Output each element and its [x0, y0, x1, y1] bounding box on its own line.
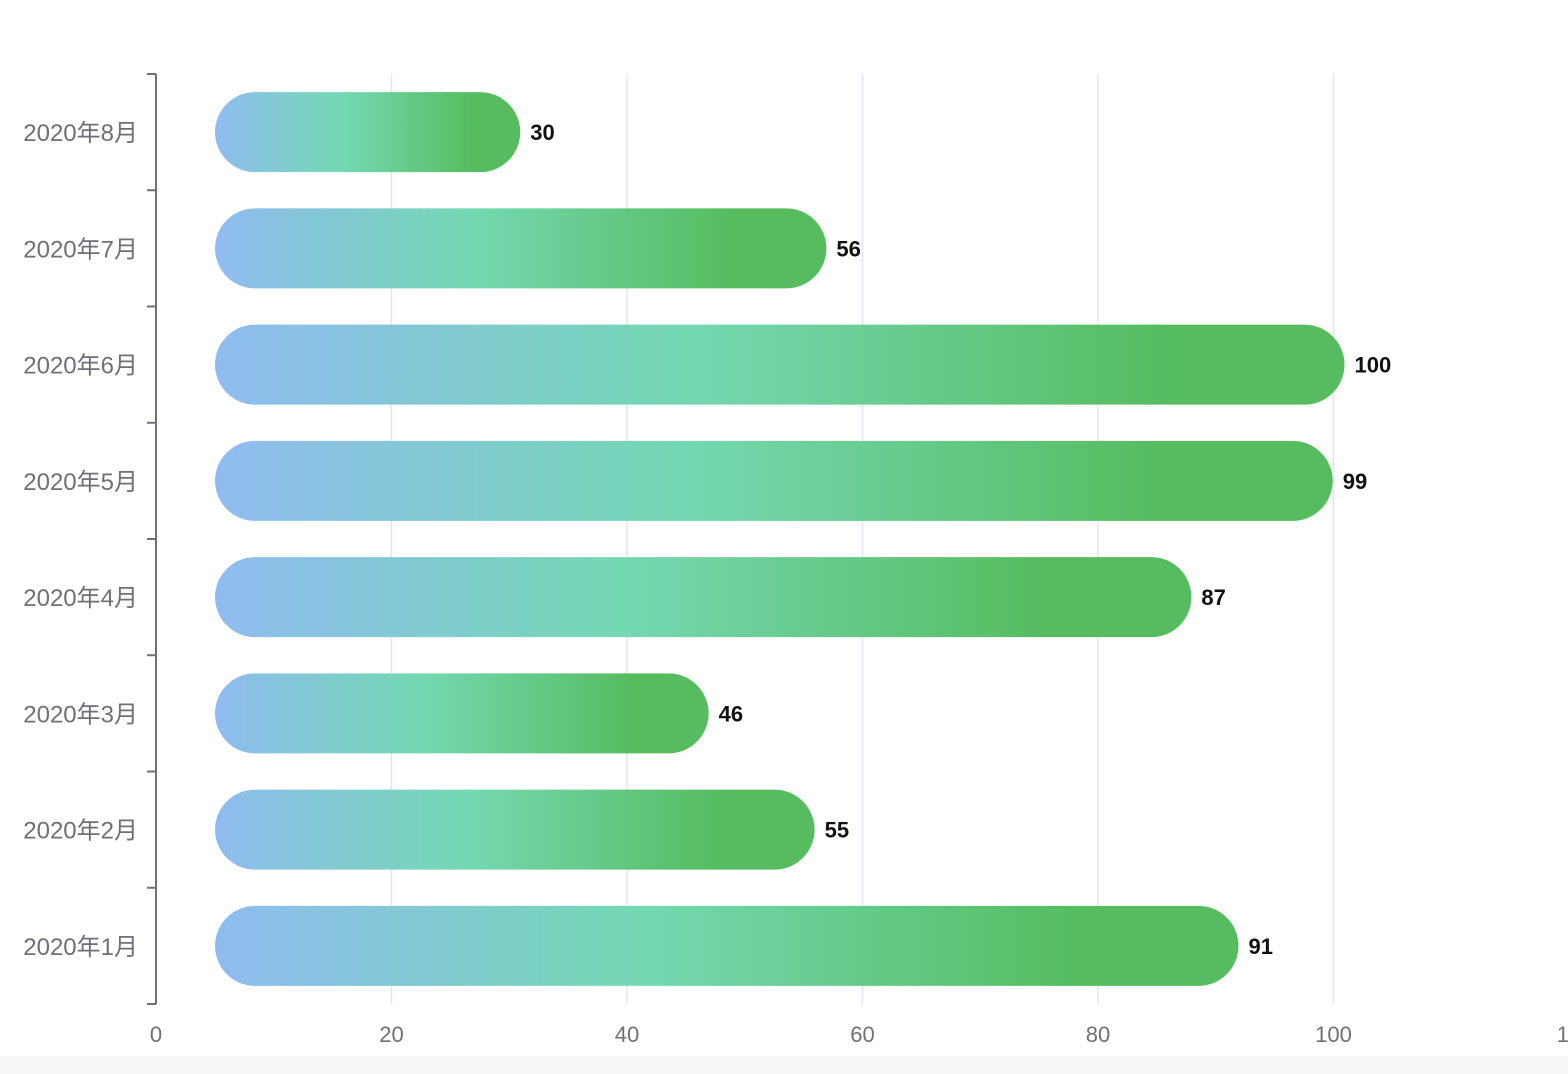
bar-value-label: 87 — [1201, 585, 1225, 610]
labels: 0 20 40 60 80 100 12 91 2020年1月 55 2020年2月 46 2020年3… — [23, 120, 1568, 1047]
x-tick-label: 60 — [850, 1022, 874, 1047]
y-category-label: 2020年6月 — [23, 353, 138, 380]
bar-value-label: 91 — [1249, 934, 1273, 959]
bar-value-label: 55 — [825, 818, 849, 843]
bar-value-label: 30 — [530, 120, 554, 145]
bar-value-label: 99 — [1343, 469, 1367, 494]
bar[interactable] — [215, 789, 815, 870]
bar[interactable] — [215, 905, 1239, 986]
bar-value-label: 46 — [719, 701, 743, 726]
bar[interactable] — [215, 208, 827, 289]
y-category-label: 2020年1月 — [23, 934, 138, 961]
y-category-label: 2020年2月 — [23, 818, 138, 845]
x-tick-label: 0 — [150, 1022, 162, 1047]
bar-value-label: 100 — [1355, 353, 1392, 378]
y-category-label: 2020年7月 — [23, 236, 138, 263]
bars — [215, 92, 1345, 986]
bar[interactable] — [215, 324, 1345, 405]
y-category-label: 2020年4月 — [23, 585, 138, 612]
bar[interactable] — [215, 557, 1192, 638]
footer-band — [0, 1056, 1568, 1074]
x-tick-label: 12 — [1557, 1022, 1568, 1047]
bar-value-label: 56 — [836, 236, 860, 261]
y-category-label: 2020年8月 — [23, 120, 138, 147]
x-tick-label: 20 — [379, 1022, 403, 1047]
bar[interactable] — [215, 92, 521, 173]
bar[interactable] — [215, 440, 1333, 521]
y-category-label: 2020年5月 — [23, 469, 138, 496]
axes — [147, 73, 157, 1005]
x-tick-label: 100 — [1315, 1022, 1352, 1047]
y-category-label: 2020年3月 — [23, 701, 138, 728]
x-tick-label: 80 — [1086, 1022, 1110, 1047]
x-tick-label: 40 — [615, 1022, 639, 1047]
bar[interactable] — [215, 673, 709, 754]
